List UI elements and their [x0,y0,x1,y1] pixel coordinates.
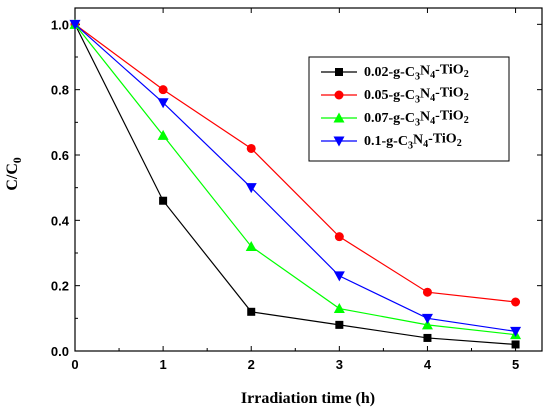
data-point [421,319,433,330]
data-point [510,326,522,337]
x-tick-label: 1 [159,357,166,372]
data-point [245,183,257,194]
data-point [247,307,256,316]
data-point [333,271,345,282]
axis-ticks: 0 1 2 3 4 5 0.0 0.2 0.4 0.6 0.8 1.0 [51,8,542,372]
y-tick-label: 0.2 [51,279,69,294]
x-tick-label: 0 [71,357,78,372]
legend-marker [333,112,345,123]
series-line [74,23,516,336]
data-point [421,313,433,324]
data-point [333,303,345,314]
data-point [335,320,344,329]
y-tick-label: 0.0 [51,344,69,359]
data-point [157,129,169,140]
y-tick-label: 0.4 [51,213,70,228]
data-point [334,232,344,242]
legend-marker [335,68,343,76]
y-tick-label: 1.0 [51,17,69,32]
series-layer [69,18,522,349]
data-point [511,297,521,307]
data-point [246,143,256,153]
series-3 [69,18,522,340]
data-point [159,196,168,205]
plot-frame [74,7,543,352]
x-axis-title: Irradiation time (h) [241,390,375,407]
y-tick-label: 0.6 [51,148,69,163]
data-point [69,19,81,30]
data-point [245,240,257,251]
data-point [511,340,520,349]
data-point [157,98,169,109]
legend: 0.02-g-C3​N4​-TiO2​0.05-g-C3​N4​-TiO2​0.… [308,56,510,162]
series-line [74,24,516,346]
legend-marker [333,136,345,147]
y-tick-label: 0.8 [51,83,69,98]
series-line [74,23,516,303]
series-line [74,23,516,332]
x-tick-label: 2 [248,357,255,372]
x-tick-label: 4 [424,357,432,372]
y-axis-title: C/C0​ [4,157,24,191]
data-point [422,287,432,297]
legend-marker [334,90,344,100]
x-tick-label: 5 [512,357,519,372]
data-point [423,333,432,342]
series-4 [69,19,522,337]
data-point [158,85,168,95]
x-tick-label: 3 [336,357,343,372]
